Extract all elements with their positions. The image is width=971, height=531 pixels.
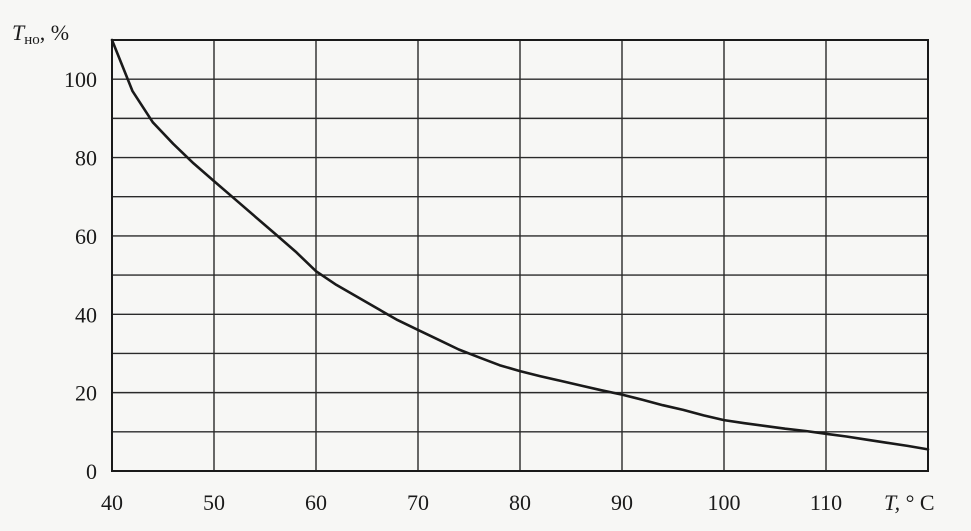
- x-tick-label: 60: [305, 490, 327, 515]
- y-tick-label: 60: [75, 224, 97, 249]
- x-tick-labels: 40 50 60 70 80 90 100 110: [101, 490, 842, 515]
- y-axis-title-unit: , %: [40, 20, 69, 45]
- y-tick-label: 80: [75, 146, 97, 171]
- x-axis-title: T, ° C: [884, 490, 935, 515]
- x-tick-label: 110: [810, 490, 842, 515]
- y-tick-label: 0: [86, 459, 97, 484]
- x-axis-title-unit: ° C: [900, 490, 934, 515]
- x-tick-label: 50: [203, 490, 225, 515]
- series-line: [110, 38, 930, 451]
- x-tick-label: 90: [611, 490, 633, 515]
- series-layer: [110, 38, 930, 451]
- plot-frame: [111, 39, 929, 472]
- x-tick-label: 100: [708, 490, 741, 515]
- y-tick-labels: 0 20 40 60 80 100: [64, 67, 97, 484]
- y-tick-label: 20: [75, 381, 97, 406]
- x-tick-label: 80: [509, 490, 531, 515]
- x-axis-title-main: T,: [884, 490, 900, 515]
- y-axis-title-main: T: [12, 20, 26, 45]
- y-axis-title-sub: но: [24, 32, 40, 48]
- grid: [111, 39, 929, 472]
- y-tick-label: 100: [64, 67, 97, 92]
- y-axis-title: Tно, %: [12, 20, 69, 48]
- y-tick-label: 40: [75, 302, 97, 327]
- x-tick-label: 40: [101, 490, 123, 515]
- x-tick-label: 70: [407, 490, 429, 515]
